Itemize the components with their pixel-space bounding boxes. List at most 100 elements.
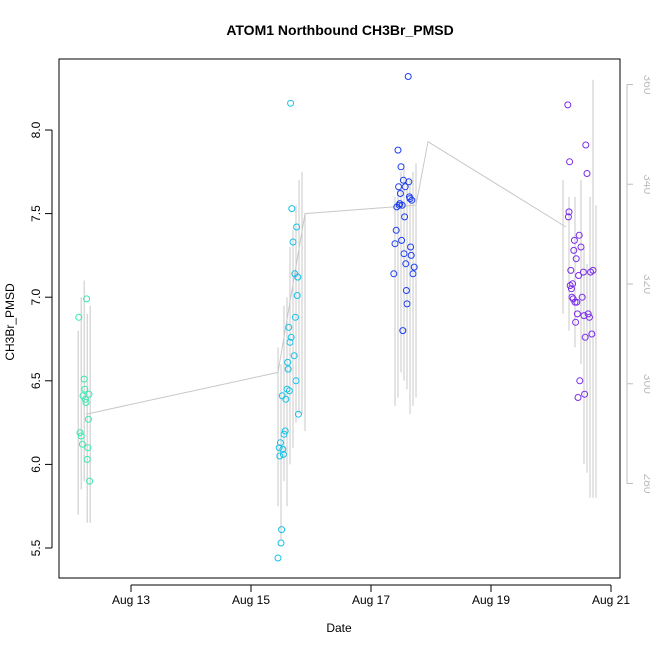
data-point-aug17 (405, 178, 413, 186)
data-point-aug15 (280, 430, 288, 438)
data-point-aug12 (77, 432, 85, 440)
data-point-aug17 (403, 300, 411, 308)
data-point-aug12 (78, 440, 86, 448)
data-point-aug20 (564, 213, 572, 221)
data-point-aug17 (406, 195, 414, 203)
data-point-aug20 (581, 333, 589, 341)
data-point-aug17 (409, 270, 417, 278)
data-point-aug15 (282, 395, 290, 403)
data-point-aug20 (564, 101, 572, 109)
y-tick-label: 6.5 (29, 372, 43, 389)
data-point-aug17 (398, 236, 406, 244)
data-point-aug20 (569, 280, 577, 288)
data-point-aug17 (391, 240, 399, 248)
data-point-aug15 (287, 99, 295, 107)
data-point-aug12 (84, 444, 92, 452)
data-point-aug20 (570, 246, 578, 254)
data-point-aug15 (277, 539, 285, 547)
data-point-aug12 (80, 375, 88, 383)
data-point-aug20 (582, 141, 590, 149)
data-point-aug17 (401, 183, 409, 191)
x-tick-label: Aug 17 (352, 593, 390, 607)
data-point-aug17 (407, 251, 415, 259)
data-point-aug12 (81, 395, 89, 403)
data-point-aug15 (284, 365, 292, 373)
data-point-aug17 (410, 263, 418, 271)
data-point-aug20 (583, 170, 591, 177)
data-point-aug15 (285, 323, 293, 331)
data-point-aug15 (293, 223, 301, 231)
y-tick-label: 6.0 (29, 456, 43, 473)
data-point-aug12 (84, 415, 92, 423)
y-tick-label: 7.5 (29, 205, 43, 222)
chart-title: ATOM1 Northbound CH3Br_PMSD (226, 22, 453, 38)
y-tick-label: 5.5 (29, 539, 43, 556)
data-point-aug17 (390, 270, 398, 278)
data-point-aug15 (276, 439, 284, 447)
data-point-aug20 (576, 377, 584, 385)
data-point-aug12 (83, 295, 91, 303)
data-point-aug20 (578, 293, 586, 301)
plot-frame (58, 58, 621, 579)
data-point-aug15 (279, 450, 287, 458)
data-point-aug20 (577, 243, 585, 251)
y2-tick-label: 280 (641, 473, 650, 493)
data-point-aug17 (397, 163, 405, 171)
data-point-aug15 (291, 313, 299, 321)
data-point-aug15 (294, 410, 302, 418)
data-point-aug20 (575, 231, 583, 239)
data-point-aug17 (402, 260, 410, 268)
data-point-aug15 (286, 338, 294, 346)
data-point-aug20 (568, 293, 576, 301)
data-point-aug15 (285, 387, 293, 395)
y2-tick-label: 340 (641, 174, 650, 194)
x-tick-label: Aug 19 (472, 593, 510, 607)
data-point-aug17 (401, 213, 409, 221)
x-tick-label: Aug 13 (112, 593, 150, 607)
y-axis-label: CH3Br_PMSD (3, 283, 17, 361)
data-point-aug12 (76, 429, 84, 437)
data-point-aug12 (82, 399, 90, 406)
data-point-aug20 (565, 208, 573, 216)
data-point-aug20 (589, 266, 597, 274)
data-point-aug15 (281, 427, 289, 435)
data-point-aug15 (294, 273, 302, 281)
x-axis-label: Date (326, 621, 352, 635)
data-point-aug15 (290, 352, 298, 360)
data-point-aug20 (567, 266, 575, 274)
data-point-aug15 (289, 238, 297, 246)
data-point-aug20 (575, 272, 583, 279)
data-point-aug17 (404, 73, 412, 80)
data-point-aug20 (581, 390, 589, 398)
data-point-aug15 (288, 205, 296, 213)
data-point-aug17 (402, 287, 410, 294)
data-point-aug17 (407, 243, 415, 251)
data-point-aug15 (278, 526, 286, 534)
data-point-aug15 (287, 333, 295, 341)
data-point-aug12 (81, 385, 89, 393)
data-point-aug20 (572, 255, 580, 263)
data-point-aug20 (585, 313, 593, 321)
data-point-aug20 (573, 310, 581, 318)
data-point-aug17 (394, 146, 402, 154)
data-point-aug20 (573, 298, 581, 306)
x-tick-label: Aug 21 (592, 593, 630, 607)
data-point-aug17 (400, 250, 408, 258)
data-point-aug20 (588, 330, 596, 338)
y2-tick-label: 360 (641, 74, 650, 94)
y2-tick-label: 300 (641, 374, 650, 394)
data-point-aug17 (398, 201, 406, 209)
data-point-aug15 (274, 554, 282, 562)
data-point-aug15 (284, 358, 292, 366)
data-point-aug12 (86, 477, 94, 485)
data-point-aug17 (399, 327, 407, 335)
x-tick-label: Aug 15 (232, 593, 270, 607)
secondary-series-line (85, 140, 567, 415)
data-point-aug15 (292, 377, 300, 385)
data-point-aug15 (276, 452, 284, 460)
data-point-aug20 (579, 268, 587, 276)
data-point-aug20 (570, 236, 578, 244)
y-tick-label: 8.0 (29, 121, 43, 138)
